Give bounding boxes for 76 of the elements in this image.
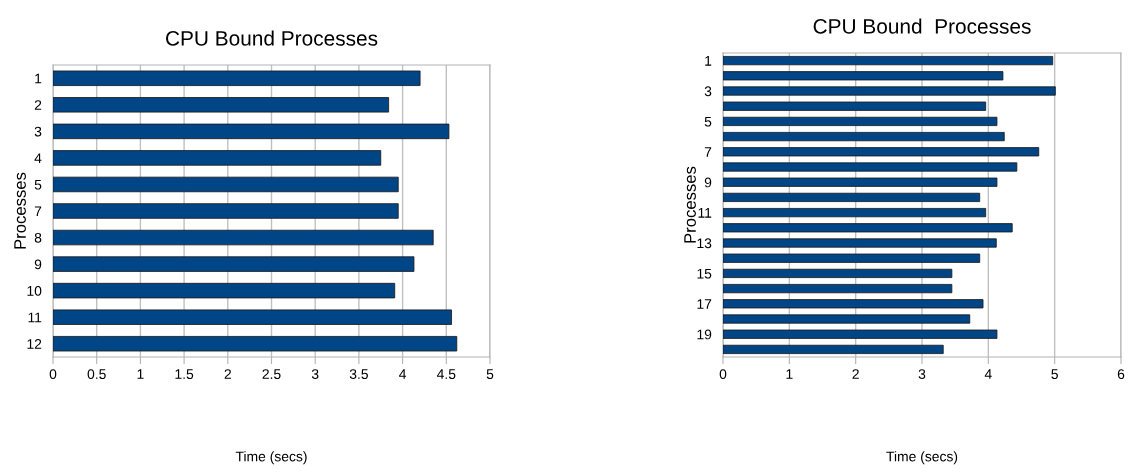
bar bbox=[723, 329, 998, 339]
bar bbox=[53, 256, 415, 272]
bar bbox=[53, 309, 452, 325]
bar bbox=[723, 253, 981, 263]
x-tick-label: 3 bbox=[918, 369, 926, 380]
y-tick-label: 5 bbox=[34, 179, 42, 190]
x-tick-label: 1.5 bbox=[175, 369, 194, 380]
y-tick-label: 19 bbox=[697, 329, 712, 340]
y-tick-label: 11 bbox=[698, 208, 712, 218]
y-tick-label: 3 bbox=[34, 126, 42, 137]
bar bbox=[723, 162, 1018, 172]
x-tick-label: 4 bbox=[984, 369, 992, 379]
x-tick-label: 1 bbox=[786, 369, 793, 379]
y-tick-label: 9 bbox=[34, 259, 42, 270]
x-tick-label: 0 bbox=[719, 369, 727, 380]
bar bbox=[723, 238, 997, 248]
bar bbox=[53, 97, 390, 113]
y-tick-label: 3 bbox=[704, 86, 712, 97]
x-tick-label: 4.5 bbox=[436, 369, 456, 380]
y-tick-label: 8 bbox=[34, 232, 42, 243]
x-tick-label: 2.5 bbox=[262, 369, 281, 380]
y-tick-label: 7 bbox=[34, 206, 42, 217]
bar bbox=[723, 192, 981, 202]
y-tick-label: 4 bbox=[34, 153, 42, 163]
y-tick-label: 10 bbox=[27, 285, 42, 296]
x-tick-label: 5 bbox=[1051, 369, 1058, 380]
y-tick-label: 5 bbox=[704, 116, 712, 127]
x-axis-title: Time (secs) bbox=[886, 451, 958, 465]
bar bbox=[53, 150, 382, 166]
bar bbox=[723, 314, 971, 324]
bar bbox=[723, 116, 998, 126]
x-tick-label: 6 bbox=[1117, 369, 1125, 380]
y-tick-label: 11 bbox=[28, 312, 42, 323]
y-tick-label: 1 bbox=[705, 56, 712, 66]
x-tick-label: 0.5 bbox=[87, 369, 106, 380]
x-tick-label: 5 bbox=[486, 369, 494, 380]
y-tick-label: 12 bbox=[27, 339, 42, 349]
bar bbox=[723, 177, 998, 187]
x-tick-label: 1 bbox=[137, 369, 144, 379]
bar bbox=[723, 344, 944, 354]
bar bbox=[53, 123, 450, 140]
bar bbox=[723, 132, 1005, 142]
bar bbox=[53, 229, 434, 246]
y-tick-label: 13 bbox=[697, 238, 712, 249]
y-tick-label: 17 bbox=[697, 299, 712, 309]
y-axis-title: Processes bbox=[684, 166, 696, 243]
x-tick-label: 3.5 bbox=[349, 369, 368, 380]
y-tick-label: 1 bbox=[35, 73, 42, 84]
bar bbox=[53, 70, 421, 86]
y-tick-label: 9 bbox=[704, 177, 712, 188]
bar bbox=[723, 223, 1013, 233]
bar bbox=[723, 71, 1004, 81]
x-tick-label: 2 bbox=[852, 369, 859, 379]
bar bbox=[723, 208, 987, 218]
bar bbox=[53, 203, 399, 219]
bar bbox=[723, 268, 953, 278]
bar bbox=[723, 147, 1040, 157]
bar bbox=[723, 299, 984, 309]
y-tick-label: 7 bbox=[704, 147, 712, 157]
bar bbox=[53, 282, 396, 299]
chart-title: CPU Bound Processes bbox=[166, 30, 378, 46]
x-tick-label: 0 bbox=[49, 369, 57, 380]
bar bbox=[53, 336, 458, 352]
bar bbox=[723, 86, 1056, 96]
y-tick-label: 15 bbox=[697, 268, 712, 279]
y-axis-title: Processes bbox=[14, 172, 26, 249]
x-tick-label: 4 bbox=[399, 369, 407, 379]
bar bbox=[53, 176, 399, 193]
x-axis-title: Time (secs) bbox=[235, 451, 307, 465]
bar bbox=[723, 284, 953, 294]
y-tick-label: 2 bbox=[34, 100, 42, 110]
x-tick-label: 3 bbox=[311, 369, 319, 380]
bar bbox=[723, 56, 1054, 66]
x-tick-label: 2 bbox=[224, 369, 231, 379]
chart-title: CPU Bound Processes bbox=[813, 18, 1031, 34]
bar bbox=[723, 101, 987, 111]
